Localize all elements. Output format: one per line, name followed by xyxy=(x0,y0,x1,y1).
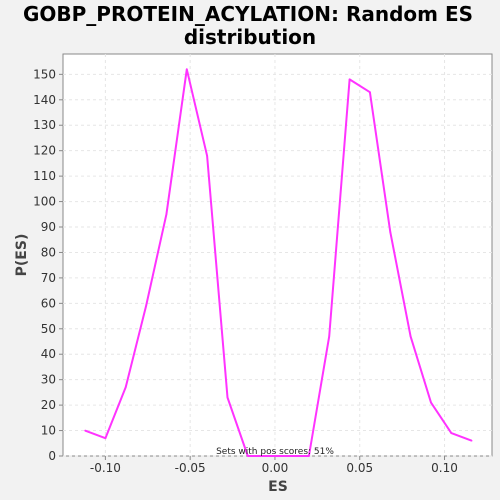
x-tick-label: 0.10 xyxy=(431,461,458,475)
y-tick-label: 120 xyxy=(33,144,56,158)
chart-annotation: Sets with pos scores: 51% xyxy=(216,447,334,457)
data-point xyxy=(84,429,86,432)
data-point xyxy=(348,78,351,81)
y-axis-label: P(ES) xyxy=(14,234,30,277)
series-layer xyxy=(84,68,473,457)
y-tick-label: 60 xyxy=(41,296,56,310)
y-tick-label: 140 xyxy=(33,93,56,107)
x-tick-label: 0.05 xyxy=(346,461,373,475)
y-axis-ticks: 0 10 20 30 40 50 60 70 80 90 100 110 120 130 140 150 xyxy=(33,67,63,463)
y-tick-label: 20 xyxy=(41,398,56,412)
y-tick-label: 130 xyxy=(33,118,56,132)
y-tick-label: 40 xyxy=(41,347,56,361)
data-point xyxy=(430,401,432,404)
data-point xyxy=(124,386,127,389)
data-point xyxy=(145,305,147,307)
data-point xyxy=(470,439,473,442)
y-tick-label: 90 xyxy=(41,220,56,234)
data-point xyxy=(409,335,412,338)
data-point xyxy=(287,455,290,457)
data-point xyxy=(450,432,453,434)
y-tick-label: 70 xyxy=(41,271,56,285)
chart-title-line2: distribution xyxy=(184,25,316,49)
data-point xyxy=(104,437,107,439)
x-tick-label: -0.05 xyxy=(175,461,206,475)
y-tick-label: 110 xyxy=(33,169,56,183)
y-tick-label: 80 xyxy=(41,245,56,259)
data-point xyxy=(369,91,371,93)
x-axis-ticks: -0.10 -0.05 0.00 0.05 0.10 xyxy=(90,456,458,475)
data-point xyxy=(226,396,229,399)
y-tick-label: 100 xyxy=(33,195,56,209)
x-tick-label: -0.10 xyxy=(90,461,121,475)
data-point xyxy=(267,455,269,457)
x-axis-label: ES xyxy=(268,479,288,495)
x-tick-label: 0.00 xyxy=(262,461,289,475)
y-tick-label: 50 xyxy=(41,322,56,336)
y-tick-label: 150 xyxy=(33,67,56,81)
y-tick-label: 30 xyxy=(41,373,56,387)
grid xyxy=(63,54,492,457)
chart-title-line1: GOBP_PROTEIN_ACYLATION: Random ES xyxy=(23,2,473,26)
data-point xyxy=(247,455,249,457)
data-point xyxy=(308,455,310,457)
data-point xyxy=(185,68,188,71)
y-tick-label: 10 xyxy=(41,424,56,438)
series-line xyxy=(84,68,473,457)
data-point xyxy=(328,335,331,338)
data-point xyxy=(389,231,392,233)
data-point xyxy=(165,213,168,216)
data-point xyxy=(206,154,208,157)
plot-area xyxy=(62,53,493,457)
y-tick-label: 0 xyxy=(48,449,56,463)
